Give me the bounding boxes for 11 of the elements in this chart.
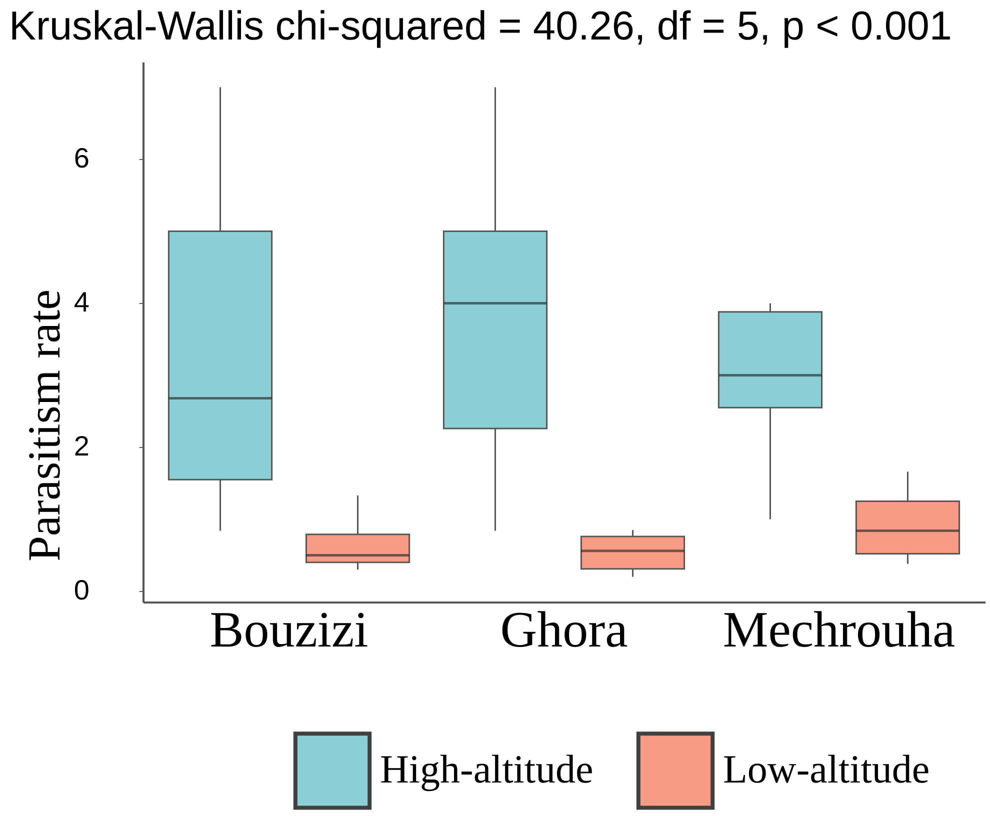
x-tick-label: Bouzizi: [210, 602, 368, 658]
legend-label: High-altitude: [380, 746, 594, 792]
legend-label: Low-altitude: [723, 746, 930, 792]
y-tick-label: 4: [74, 286, 90, 318]
x-tick-label: Mechrouha: [722, 602, 956, 658]
y-axis-title: Parasitism rate: [18, 289, 70, 562]
y-tick-label: 6: [74, 142, 90, 174]
y-tick-label: 2: [74, 430, 90, 462]
chart-title: Kruskal-Wallis chi-squared = 40.26, df = 5, p < 0.001: [9, 2, 952, 48]
y-tick-label: 0: [74, 574, 90, 606]
x-tick-label: Ghora: [500, 602, 628, 658]
